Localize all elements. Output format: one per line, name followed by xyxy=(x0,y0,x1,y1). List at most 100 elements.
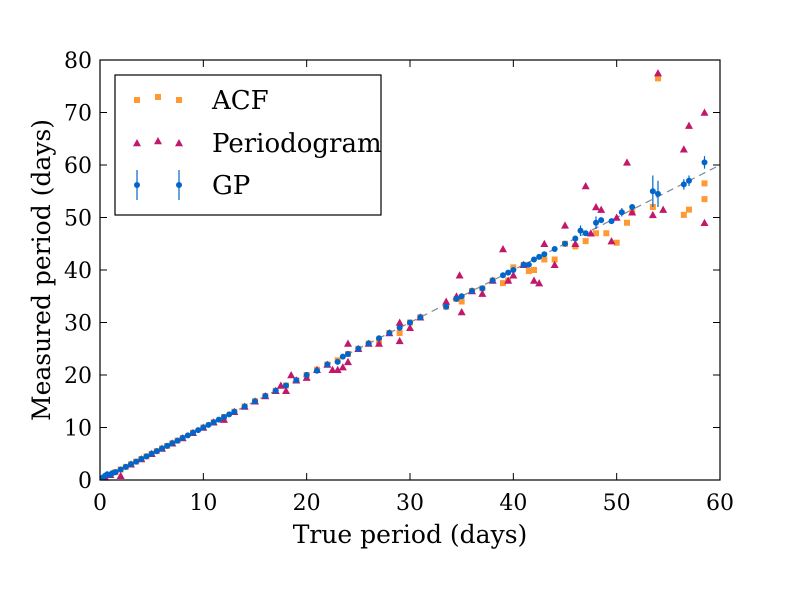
x-tick-label: 60 xyxy=(706,491,734,516)
x-tick-label: 30 xyxy=(396,491,424,516)
periodogram-point xyxy=(457,308,466,316)
x-tick-label: 40 xyxy=(499,491,527,516)
gp-point xyxy=(520,261,527,268)
gp-point xyxy=(195,427,202,434)
periodogram-point xyxy=(623,158,631,166)
y-tick-label: 70 xyxy=(64,102,92,127)
acf-point xyxy=(500,280,506,287)
periodogram-point xyxy=(287,371,296,379)
periodogram-point xyxy=(344,357,352,366)
gp-point xyxy=(112,469,119,476)
legend-marker-gp xyxy=(176,182,182,188)
gp-point xyxy=(283,382,289,389)
gp-point xyxy=(562,240,568,247)
x-tick-label: 10 xyxy=(189,491,217,516)
y-tick-label: 60 xyxy=(64,154,92,179)
acf-point xyxy=(624,219,630,226)
gp-point xyxy=(179,435,186,441)
gp-point xyxy=(593,219,599,226)
periodogram-point xyxy=(442,297,451,305)
periodogram-point xyxy=(395,336,404,345)
periodogram-point xyxy=(700,218,709,226)
gp-point xyxy=(680,181,687,188)
legend-marker-periodogram xyxy=(133,139,141,147)
periodogram-point xyxy=(282,386,290,394)
acf-point xyxy=(396,330,403,336)
gp-point xyxy=(159,445,165,452)
periodogram-point xyxy=(685,121,693,129)
acf-point xyxy=(582,238,589,245)
gp-point xyxy=(122,463,129,470)
gp-point xyxy=(376,335,382,342)
acf-point xyxy=(551,256,558,263)
y-axis-title: Measured period (days) xyxy=(27,119,56,421)
gp-point xyxy=(396,324,403,331)
gp-point xyxy=(701,159,708,166)
acf-point xyxy=(680,211,687,218)
gp-point xyxy=(551,246,558,252)
periodogram-point xyxy=(344,339,352,347)
gp-point xyxy=(303,372,310,378)
acf-point xyxy=(686,206,692,213)
gp-point xyxy=(510,267,517,273)
gp-point xyxy=(649,188,656,195)
gp-point xyxy=(453,295,460,302)
gp-point xyxy=(117,466,124,473)
periodogram-point xyxy=(586,229,595,237)
gp-point xyxy=(226,411,233,418)
gp-point xyxy=(138,456,145,462)
gp-point xyxy=(489,277,496,284)
acf-point xyxy=(525,268,532,275)
gp-point xyxy=(169,440,176,447)
periodogram-point xyxy=(571,239,580,247)
gp-point xyxy=(324,361,331,368)
acf-point xyxy=(701,180,708,187)
gp-point xyxy=(598,217,605,224)
legend-label-gp: GP xyxy=(212,171,250,201)
acf-point xyxy=(458,298,465,305)
acf-point xyxy=(655,75,661,82)
gp-point xyxy=(355,345,362,352)
periodogram-point xyxy=(612,213,621,221)
x-tick-label: 20 xyxy=(293,491,321,516)
acf-point xyxy=(541,256,548,263)
gp-point xyxy=(174,437,181,444)
periodogram-point xyxy=(654,69,662,77)
gp-point xyxy=(525,261,532,268)
y-tick-label: 50 xyxy=(64,207,92,232)
periodogram-point xyxy=(550,260,559,268)
gp-point xyxy=(231,408,238,415)
periodogram-point xyxy=(540,239,549,247)
gp-point xyxy=(365,340,372,347)
gp-point xyxy=(221,414,227,420)
gp-point xyxy=(210,419,217,426)
gp-point xyxy=(205,421,212,428)
x-tick-label: 50 xyxy=(603,491,631,516)
acf-point xyxy=(613,239,620,246)
gp-point xyxy=(655,190,661,197)
acf-point xyxy=(593,230,599,237)
periodogram-point xyxy=(328,365,337,373)
y-tick-label: 10 xyxy=(64,417,92,442)
legend: ACF Periodogram GP xyxy=(114,74,382,216)
gp-point xyxy=(215,416,222,423)
gp-point xyxy=(190,429,196,436)
marks-layer xyxy=(99,69,721,481)
periodogram-point xyxy=(333,365,342,373)
periodogram-point xyxy=(338,363,347,371)
gp-point xyxy=(184,432,191,439)
gp-point xyxy=(608,218,615,225)
y-tick-label: 40 xyxy=(64,259,92,284)
axis-ticks: 0 10 20 30 40 50 60 0 10 20 30 40 50 60 70 80 xyxy=(64,49,734,516)
y-tick-label: 30 xyxy=(64,312,92,337)
legend-marker-acf xyxy=(176,97,182,103)
gp-point xyxy=(458,293,465,300)
gp-point xyxy=(469,288,475,294)
legend-marker-periodogram xyxy=(175,139,183,147)
gp-point xyxy=(334,358,341,365)
gp-point xyxy=(133,458,140,465)
periodogram-point xyxy=(597,205,606,213)
gp-point xyxy=(536,253,543,260)
gp-point xyxy=(582,230,589,237)
